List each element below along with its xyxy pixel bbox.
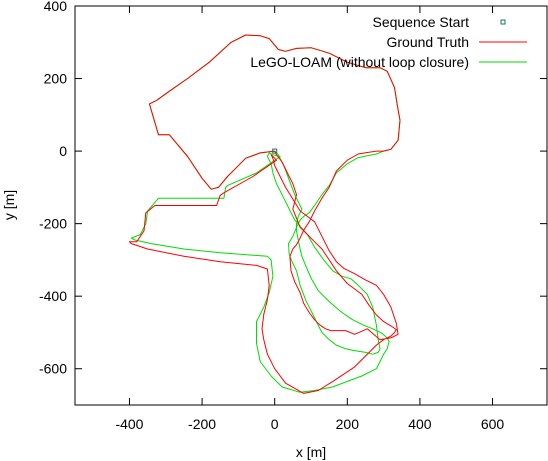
x-tick-label: 200 bbox=[336, 416, 360, 432]
x-axis-label: x [m] bbox=[296, 444, 326, 460]
ground-truth-line bbox=[129, 34, 401, 394]
legend-start-marker bbox=[500, 19, 506, 25]
y-tick-label: -600 bbox=[39, 361, 67, 377]
lego-loam-line bbox=[130, 34, 401, 393]
legend-label: Sequence Start bbox=[372, 14, 469, 30]
legend: Sequence Start Ground Truth LeGO-LOAM (wit… bbox=[250, 14, 527, 70]
plot-area-frame bbox=[74, 5, 548, 406]
x-tick-label: 400 bbox=[408, 416, 432, 432]
x-tick-label: -400 bbox=[115, 416, 143, 432]
y-axis-label: y [m] bbox=[1, 190, 17, 220]
y-tick-label: -200 bbox=[39, 216, 67, 232]
series-layer bbox=[129, 34, 401, 394]
y-tick-label: 0 bbox=[59, 143, 67, 159]
x-tick-label: -200 bbox=[188, 416, 216, 432]
legend-label: Ground Truth bbox=[387, 34, 470, 50]
tick-labels: -400 -200 0 200 400 600 400 200 0 -200 -400 -600 bbox=[39, 0, 504, 432]
sequence-start-marker bbox=[272, 148, 278, 154]
x-tick-label: 0 bbox=[271, 416, 279, 432]
y-tick-label: 200 bbox=[44, 71, 68, 87]
x-tick-label: 600 bbox=[481, 416, 505, 432]
legend-label: LeGO-LOAM (without loop closure) bbox=[250, 54, 469, 70]
tick-marks bbox=[75, 5, 547, 405]
y-tick-label: -400 bbox=[39, 288, 67, 304]
y-tick-label: 400 bbox=[44, 0, 68, 14]
